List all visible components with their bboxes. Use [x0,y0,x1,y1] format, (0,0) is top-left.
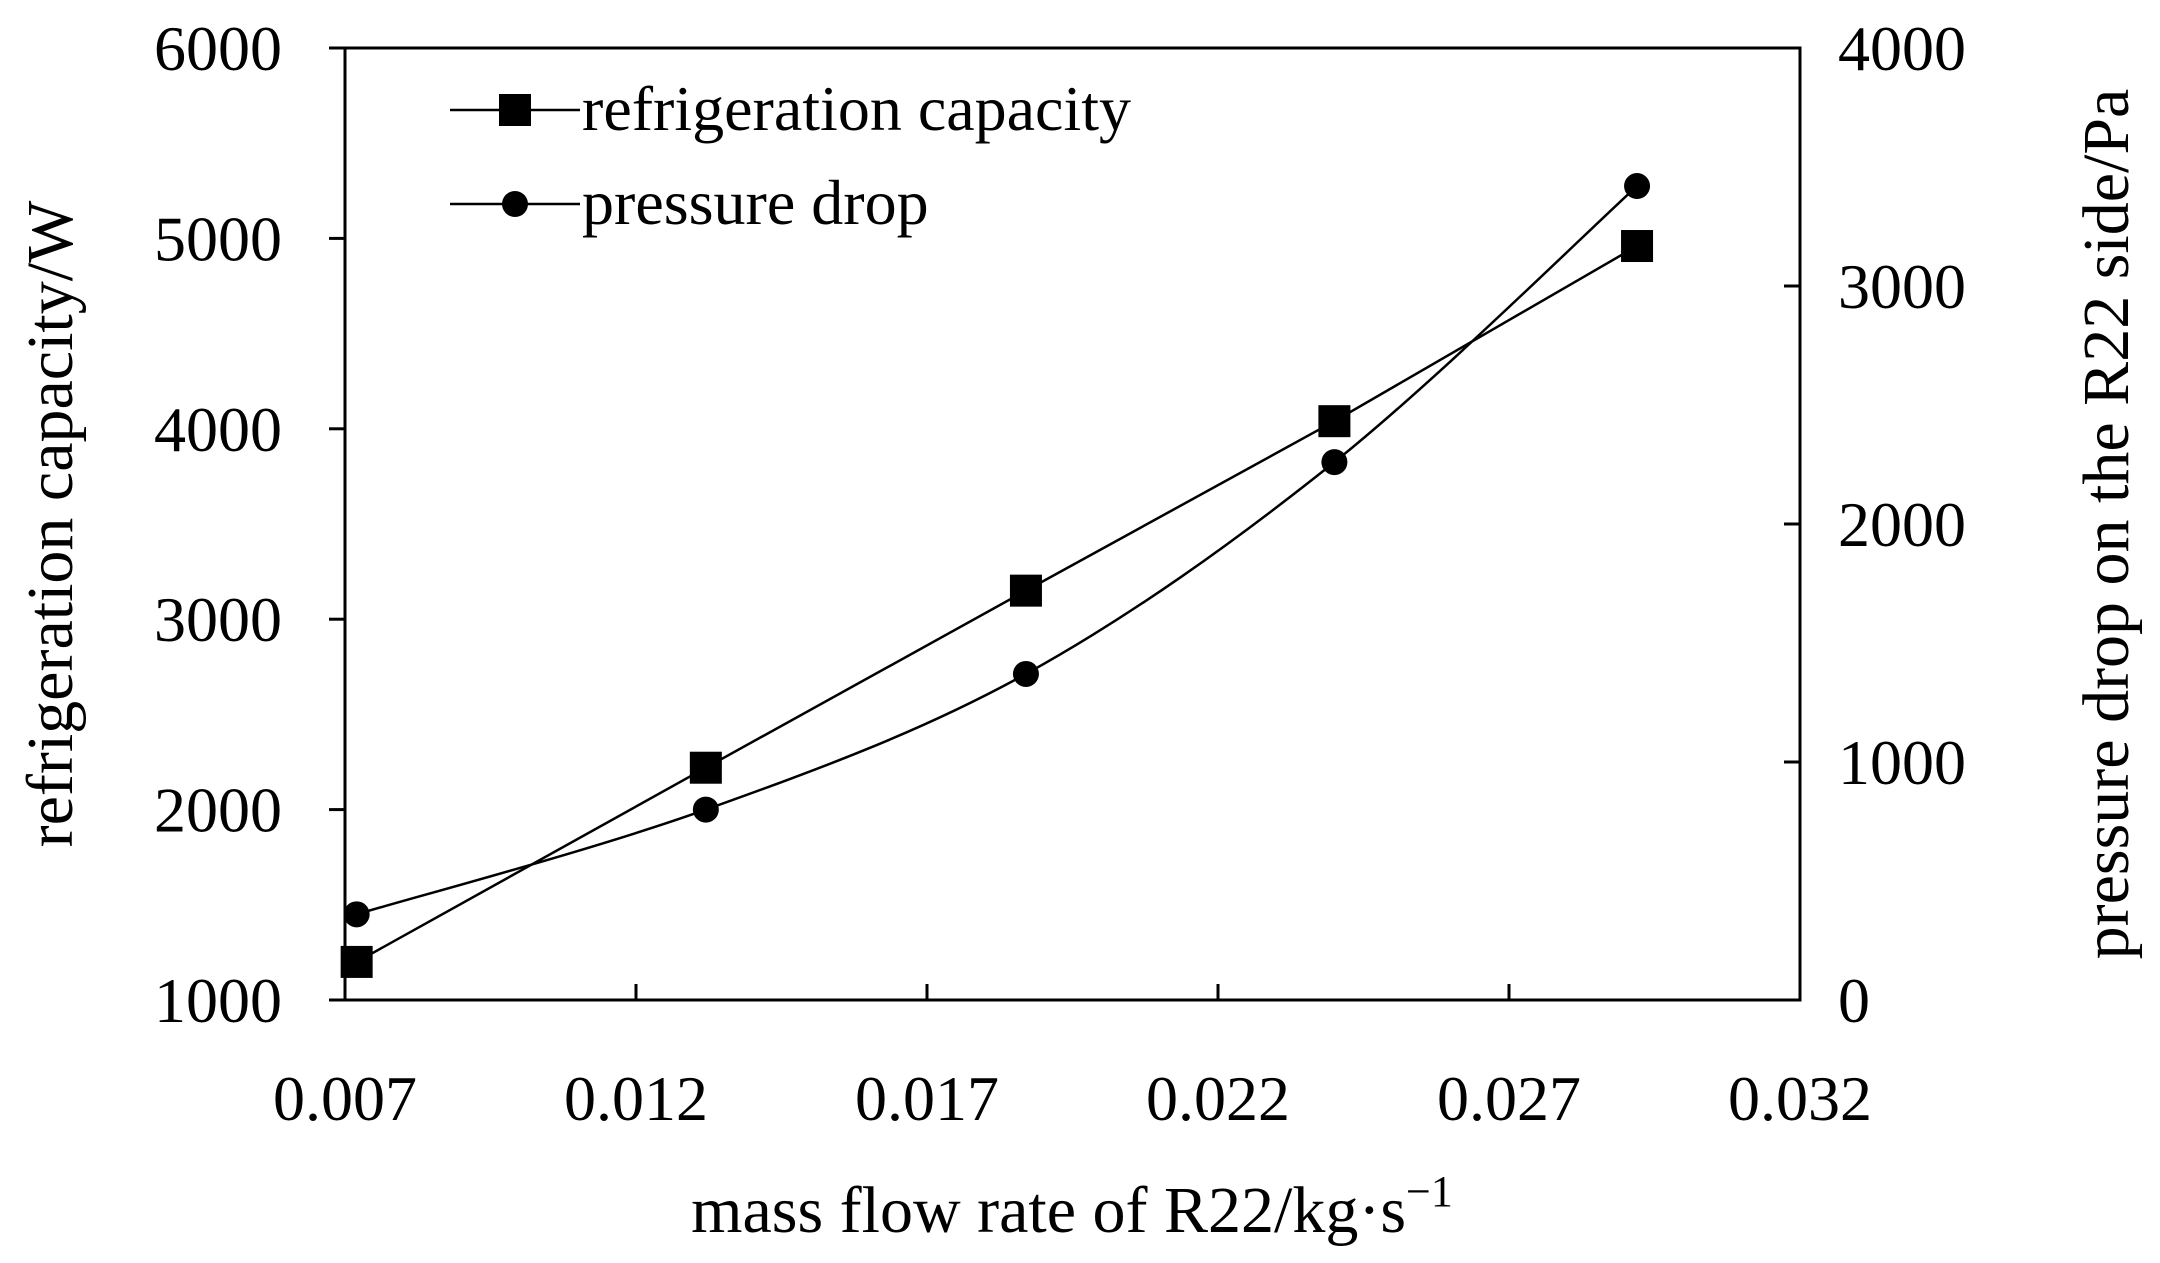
plot-frame [343,46,1802,1002]
y-left-tick-label: 3000 [154,584,282,655]
x-axis: 0.007 0.012 0.017 0.022 0.027 0.032 [273,984,1872,1134]
y-left-tick-label: 5000 [154,203,282,274]
data-point-pressure-drop [1624,173,1651,200]
y-axis-right-title: pressure drop on the R22 side/Pa [2070,89,2143,960]
series-line-refrigeration-capacity [356,244,1638,964]
x-tick-label: 0.012 [564,1063,708,1134]
legend: refrigeration capacity pressure drop [450,73,1131,238]
x-tick-label: 0.032 [1728,1063,1872,1134]
y-axis-left-title: refrigeration capacity/W [14,200,87,847]
y-right-tick-label: 2000 [1838,489,1966,560]
y-left-tick-label: 6000 [154,13,282,84]
x-tick-label: 0.027 [1437,1063,1581,1134]
data-point-refrigeration-capacity [689,751,722,784]
y-right-tick-label: 0 [1838,965,1870,1036]
y-axis-right: 0 1000 2000 3000 4000 [1784,13,1966,1036]
data-point-pressure-drop [343,901,370,928]
y-left-tick-label: 4000 [154,394,282,465]
data-point-refrigeration-capacity [1621,230,1654,263]
x-tick-label: 0.017 [855,1063,999,1134]
y-right-tick-label: 4000 [1838,13,1966,84]
legend-label-pressure-drop: pressure drop [582,167,929,238]
y-right-tick-label: 1000 [1838,727,1966,798]
x-axis-title-superscript: −1 [1406,1167,1453,1216]
data-point-pressure-drop [1321,449,1348,476]
data-point-pressure-drop [692,796,719,823]
y-left-tick-label: 1000 [154,965,282,1036]
data-point-refrigeration-capacity [1009,574,1042,607]
y-left-tick-label: 2000 [154,775,282,846]
x-tick-label: 0.007 [273,1063,417,1134]
y-right-tick-label: 3000 [1838,251,1966,322]
x-tick-label: 0.022 [1146,1063,1290,1134]
legend-marker-square [499,94,531,126]
data-point-refrigeration-capacity [340,945,373,978]
data-point-refrigeration-capacity [1318,405,1351,438]
series-layer [340,173,1654,978]
series-line-pressure-drop [356,185,1638,916]
x-axis-title: mass flow rate of R22/kg·s−1 [691,1167,1453,1247]
legend-marker-circle [502,191,528,217]
legend-label-refrigeration-capacity: refrigeration capacity [582,73,1131,144]
y-axis-left: 1000 2000 3000 4000 5000 6000 [154,13,345,1036]
data-point-pressure-drop [1012,660,1039,687]
